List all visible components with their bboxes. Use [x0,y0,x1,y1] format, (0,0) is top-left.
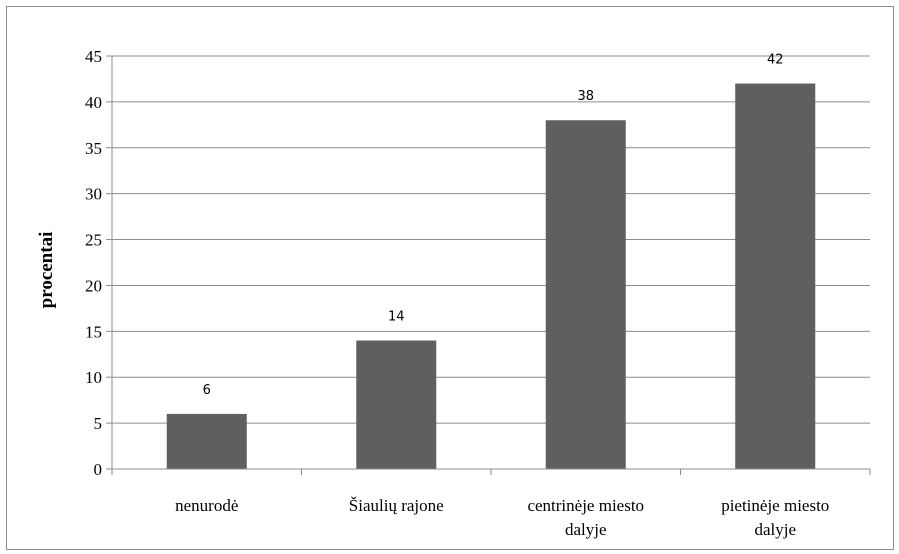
y-tick-label: 35 [85,139,102,158]
data-label: 38 [577,89,594,104]
bar [356,340,437,469]
y-tick-label: 45 [85,47,102,66]
x-category-label: dalyje [565,520,607,539]
y-tick-label: 10 [85,368,102,387]
y-tick-label: 40 [85,93,102,112]
bar [166,413,247,469]
x-category-label: Šiaulių rajone [349,496,444,515]
bar [545,120,626,469]
y-tick-label: 20 [85,276,102,295]
data-label: 6 [203,383,211,398]
data-label: 14 [388,310,405,325]
y-tick-label: 15 [85,322,102,341]
x-category-label: centrinėje miesto [527,496,644,515]
y-tick-label: 0 [94,460,103,479]
axes [106,55,871,475]
labels: 0 5 10 15 20 25 30 35 40 45 6 nenurodė 14 Šiaulių raj… [85,47,829,539]
y-tick-label: 30 [85,185,102,204]
y-tick-label: 25 [85,231,102,250]
x-category-label: pietinėje miesto [721,496,829,515]
data-label: 42 [767,53,784,68]
y-axis-title: procentai [36,232,57,309]
bar [735,83,816,470]
x-category-label: dalyje [754,520,796,539]
y-tick-label: 5 [94,414,103,433]
bars [166,83,816,470]
x-category-label: nenurodė [175,496,238,515]
